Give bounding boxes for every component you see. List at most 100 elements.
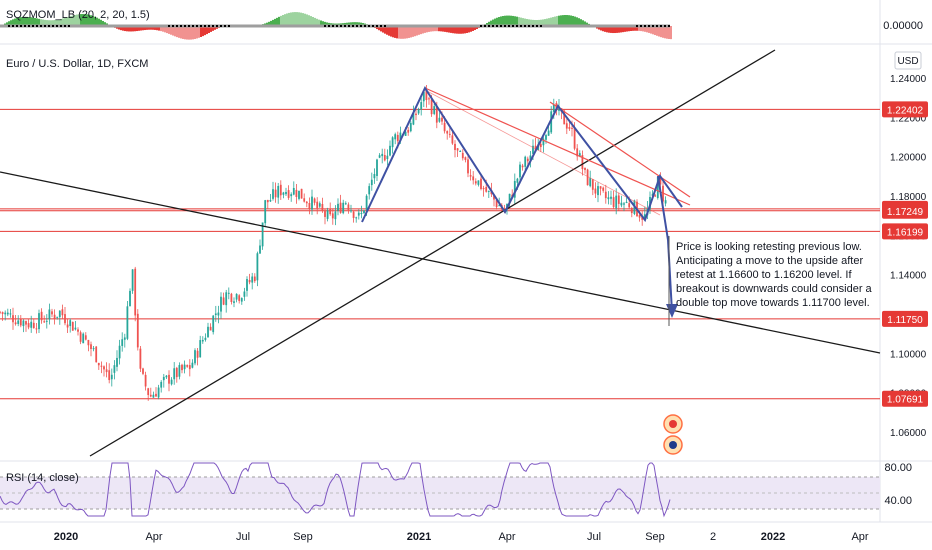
double-top-pattern[interactable] — [361, 85, 683, 223]
candle-body — [266, 199, 269, 203]
candle-body — [337, 203, 339, 211]
annotation-line-5: double top move towards 1.11700 level. — [676, 297, 870, 309]
event-flag-icons[interactable] — [663, 414, 683, 455]
squeeze-dot — [308, 25, 310, 27]
squeeze-bar — [500, 16, 502, 26]
squeeze-dot — [280, 25, 282, 27]
squeeze-dot — [512, 25, 514, 27]
level-badge-label: 1.07691 — [887, 395, 924, 406]
squeeze-bar — [640, 26, 642, 32]
candle-body — [25, 321, 27, 325]
candle-body — [113, 365, 116, 373]
squeeze-bar — [396, 26, 398, 39]
squeeze-bar — [288, 12, 290, 26]
candle-body — [199, 340, 202, 358]
channel-lower-line[interactable] — [424, 89, 661, 216]
squeeze-dot — [508, 25, 510, 27]
squeeze-bar — [394, 26, 396, 38]
squeeze-bar — [328, 22, 330, 26]
squeeze-dot — [4, 25, 6, 27]
channel-inner-upper-line[interactable] — [549, 101, 691, 198]
squeeze-dot — [96, 25, 98, 27]
squeeze-bar — [642, 26, 644, 32]
analysis-annotation[interactable]: Price is looking retesting previous low.… — [676, 241, 873, 309]
squeeze-dot — [632, 25, 634, 27]
squeeze-bar — [552, 17, 554, 26]
candle-body — [550, 111, 553, 133]
squeeze-bar — [386, 26, 388, 35]
candle-body — [74, 327, 77, 330]
squeeze-bar — [538, 19, 540, 26]
candle-body — [469, 175, 472, 177]
candle-body — [194, 350, 196, 364]
rising-trendline[interactable] — [89, 49, 776, 457]
candle-body — [581, 155, 584, 170]
squeeze-bar — [118, 26, 120, 30]
squeeze-dot — [404, 25, 406, 27]
squeeze-bar — [200, 26, 202, 37]
squeeze-bar — [282, 14, 284, 26]
falling-trendline[interactable] — [0, 171, 881, 354]
level-badge-label: 1.11750 — [887, 315, 923, 326]
squeeze-bar — [584, 21, 586, 26]
squeeze-bar — [184, 26, 186, 40]
squeeze-dot — [204, 25, 206, 27]
candle-body — [110, 374, 113, 380]
candle-body — [329, 208, 332, 215]
squeeze-dot — [552, 25, 554, 27]
candle-body — [542, 138, 545, 146]
candle-body — [230, 293, 233, 302]
candle-body — [594, 188, 597, 194]
squeeze-bar — [650, 26, 652, 34]
squeeze-bar — [34, 17, 36, 26]
squeeze-dot — [264, 25, 266, 27]
squeeze-bar — [322, 21, 324, 26]
squeeze-dot — [272, 25, 274, 27]
squeeze-dot — [116, 25, 118, 27]
squeeze-bar — [474, 26, 476, 31]
squeeze-bar — [378, 26, 380, 31]
candle-body — [412, 112, 415, 125]
candle-body — [14, 322, 17, 325]
level-badge — [882, 310, 928, 327]
candle-body — [160, 381, 163, 388]
squeeze-bar — [380, 26, 382, 32]
candle-body — [139, 348, 142, 369]
squeeze-bar — [530, 19, 532, 26]
squeeze-bar — [460, 26, 462, 34]
squeeze-bar — [92, 15, 94, 26]
channel-upper-line[interactable] — [424, 87, 691, 206]
candle-body — [508, 193, 511, 204]
squeeze-bar — [430, 26, 432, 32]
squeeze-bar — [172, 26, 174, 36]
currency-badge[interactable] — [894, 51, 922, 70]
squeeze-bar — [66, 17, 68, 26]
candle-body — [87, 339, 90, 346]
squeeze-bar — [424, 26, 426, 33]
squeeze-dot — [516, 25, 518, 27]
squeeze-bar — [570, 15, 572, 26]
candle-body — [467, 159, 469, 174]
price-tick-label: 1.06000 — [890, 428, 927, 439]
squeeze-dot — [176, 25, 178, 27]
candle-body — [620, 202, 623, 206]
squeeze-bar — [146, 26, 148, 30]
squeeze-dot — [160, 25, 162, 27]
candle-body — [342, 202, 345, 214]
squeeze-dot — [388, 25, 390, 27]
squeeze-dot — [360, 25, 362, 27]
candle-body — [186, 365, 189, 367]
squeeze-indicator-label[interactable]: SQZMOM_LB (20, 2, 20, 1.5) — [6, 9, 150, 21]
candle-body — [334, 211, 337, 220]
squeeze-bar — [646, 26, 648, 33]
squeeze-bar — [580, 19, 582, 26]
squeeze-bar — [638, 26, 640, 31]
rsi-indicator-label[interactable]: RSI (14, close) — [6, 472, 79, 484]
squeeze-bar — [618, 26, 620, 33]
squeeze-bar — [124, 26, 126, 32]
symbol-title[interactable]: Euro / U.S. Dollar, 1D, FXCM — [6, 58, 148, 70]
candle-body — [248, 279, 251, 283]
squeeze-bar — [506, 15, 508, 26]
candle-body — [0, 311, 1, 313]
